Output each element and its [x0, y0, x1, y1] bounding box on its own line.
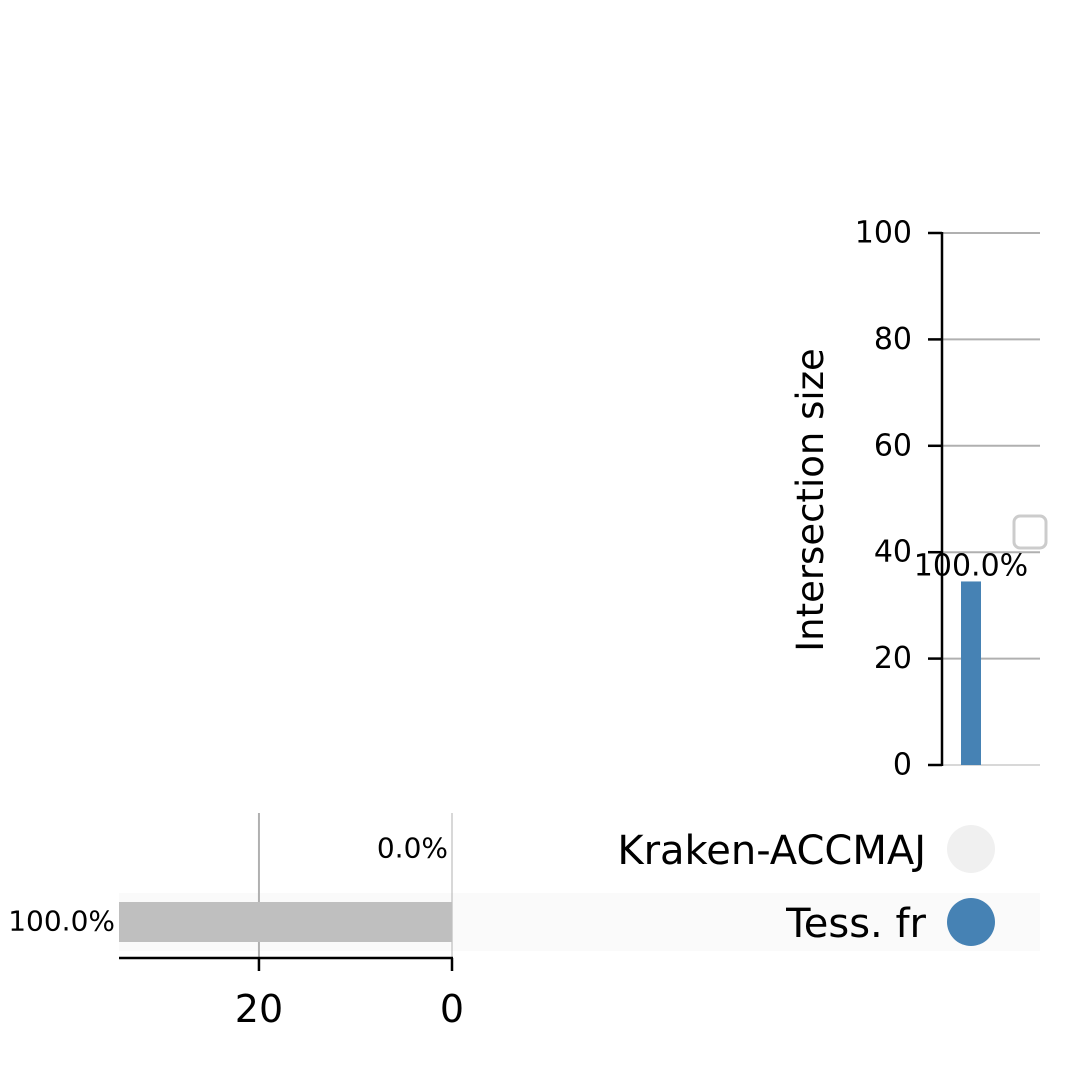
- set-size-bar-label: 0.0%: [377, 832, 448, 865]
- x-tick-label: 20: [235, 987, 283, 1031]
- y-axis-label: Intersection size: [789, 348, 832, 652]
- set-size-bar-label: 100.0%: [8, 905, 115, 938]
- matrix-dot-active: [947, 898, 995, 946]
- y-tick-label: 60: [874, 428, 912, 463]
- matrix-dot-inactive: [947, 825, 995, 873]
- intersection-bar-label: 100.0%: [914, 548, 1028, 583]
- y-tick-label: 100: [855, 216, 912, 251]
- set-size-bar: [119, 902, 452, 942]
- set-label: Kraken-ACCMAJ: [617, 828, 926, 874]
- legend-box: [1012, 514, 1048, 550]
- y-tick-label: 80: [874, 322, 912, 357]
- intersection-bar: [961, 581, 981, 765]
- intersection-size-panel: 0 20 40 60 80 100 Intersection size 100.0%: [789, 216, 1040, 783]
- y-tick-label: 0: [893, 748, 912, 783]
- set-label: Tess. fr: [785, 901, 926, 947]
- y-tick-label: 20: [874, 641, 912, 676]
- x-tick-label: 0: [440, 987, 464, 1031]
- y-tick-label: 40: [874, 535, 912, 570]
- set-size-panel: 0.0% 100.0% 20 0: [8, 813, 464, 1031]
- legend-panel: [1012, 514, 1048, 550]
